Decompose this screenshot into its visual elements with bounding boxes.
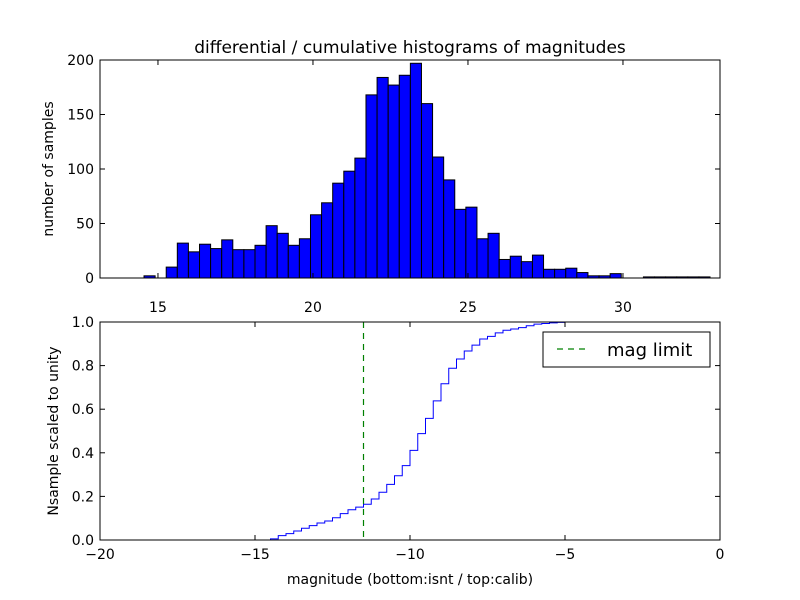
bottom-y-axis-label: Nsample scaled to unity	[46, 346, 62, 515]
x-tick-label: −20	[85, 547, 115, 563]
histogram-bar	[543, 268, 556, 279]
y-tick-label: 0	[85, 271, 94, 287]
histogram-bar	[265, 225, 278, 279]
cumulative-step-line	[100, 321, 721, 541]
histogram-bar	[465, 206, 478, 279]
cumulative-plot: −20 −15 −10 −5 0 0.0 0.2 0.4 0.6 0.8 1.0	[72, 315, 725, 563]
y-tick-label: 0.2	[72, 489, 94, 505]
legend-mag-limit-label: mag limit	[607, 340, 692, 361]
x-tick-label: 30	[614, 300, 632, 316]
histogram-bar	[609, 273, 622, 279]
y-tick-label: 0.0	[72, 533, 94, 549]
histogram-bar	[509, 255, 522, 279]
y-tick-label: 0.6	[72, 402, 94, 418]
y-tick-label: 200	[67, 53, 94, 69]
x-tick-label: 0	[716, 547, 725, 563]
y-tick-label: 50	[76, 217, 94, 233]
histogram-bar	[287, 244, 300, 279]
histogram-bar	[187, 251, 201, 279]
y-tick-label: 0.8	[72, 359, 94, 375]
histogram-bar	[554, 268, 567, 279]
histogram-bar	[376, 76, 389, 279]
histogram-bar	[365, 94, 378, 279]
histogram-bar	[520, 261, 533, 279]
histogram-bar	[387, 84, 400, 279]
histogram-bar	[298, 238, 311, 279]
histogram-bar	[221, 239, 234, 279]
histogram-bar	[443, 179, 456, 279]
histogram-bar	[576, 272, 589, 279]
x-tick-label: −5	[555, 547, 576, 563]
histogram-bar	[332, 182, 345, 279]
histogram-bar	[165, 266, 178, 279]
histogram-bar	[398, 74, 411, 279]
bottom-x-axis-label: magnitude (bottom:isnt / top:calib)	[287, 572, 533, 588]
chart-title: differential / cumulative histograms of …	[194, 38, 626, 58]
histogram-bar	[254, 244, 267, 279]
histogram-bar	[354, 157, 367, 279]
histogram-bar	[343, 170, 356, 279]
x-tick-label: 25	[459, 300, 477, 316]
x-tick-label: 15	[149, 300, 167, 316]
y-tick-label: 1.0	[72, 315, 94, 331]
histogram-bar	[565, 267, 578, 279]
histogram-bar	[487, 232, 500, 279]
top-y-axis-label: number of samples	[41, 101, 57, 236]
histogram-bar	[420, 103, 434, 279]
histogram-bar	[199, 243, 212, 279]
x-tick-label: −10	[395, 547, 425, 563]
y-tick-label: 0.4	[72, 446, 94, 462]
histogram-bar	[498, 258, 511, 279]
histogram-bar	[176, 242, 189, 279]
histogram-bar	[243, 249, 256, 279]
histogram-bar	[232, 249, 245, 279]
histogram-bar	[276, 232, 289, 279]
histogram-bar	[531, 254, 545, 279]
legend: mag limit	[542, 331, 711, 368]
y-tick-label: 150	[67, 108, 94, 124]
histogram-bar	[309, 214, 323, 279]
y-tick-label: 100	[67, 162, 94, 178]
histogram-bar	[454, 208, 467, 279]
histogram-bar	[321, 202, 334, 279]
histogram-plot: 15 20 25 30 0 50 100 150 200	[67, 53, 721, 316]
histogram-bar	[409, 62, 422, 279]
histogram-bar	[476, 238, 489, 279]
x-tick-label: −15	[240, 547, 270, 563]
histogram-bar	[210, 248, 223, 279]
x-tick-label: 20	[304, 300, 322, 316]
histogram-bar	[432, 156, 445, 279]
